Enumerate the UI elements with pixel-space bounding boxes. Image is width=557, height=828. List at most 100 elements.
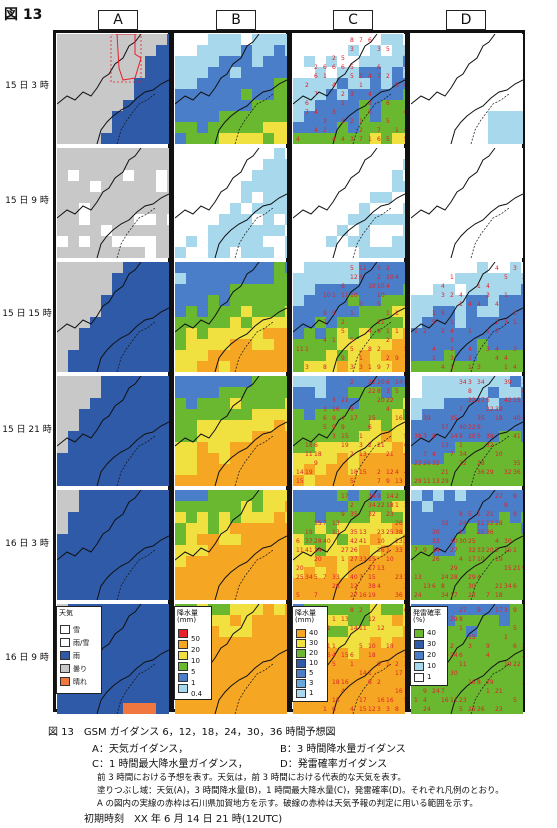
svg-text:3: 3 bbox=[513, 310, 517, 317]
svg-text:4: 4 bbox=[504, 355, 508, 362]
svg-text:3: 3 bbox=[323, 406, 327, 413]
svg-text:4: 4 bbox=[332, 82, 336, 89]
svg-text:3: 3 bbox=[359, 301, 363, 308]
svg-text:2: 2 bbox=[395, 661, 399, 668]
svg-text:13: 13 bbox=[441, 442, 449, 449]
svg-text:1: 1 bbox=[323, 73, 327, 80]
svg-text:18: 18 bbox=[314, 451, 322, 458]
legend-d-swatch-0 bbox=[414, 629, 424, 638]
svg-text:13: 13 bbox=[414, 574, 422, 581]
svg-text:7: 7 bbox=[359, 574, 363, 581]
svg-text:3: 3 bbox=[332, 397, 336, 404]
svg-text:15: 15 bbox=[368, 556, 376, 563]
svg-text:4: 4 bbox=[495, 265, 499, 272]
svg-text:38: 38 bbox=[395, 529, 403, 536]
caption-line-2b: B：3 時間降水量ガイダンス bbox=[280, 744, 406, 755]
map-panel-b-4 bbox=[175, 490, 287, 600]
svg-text:5: 5 bbox=[377, 265, 381, 272]
svg-text:7: 7 bbox=[323, 520, 327, 527]
svg-text:1: 1 bbox=[341, 118, 345, 125]
svg-text:4: 4 bbox=[468, 301, 472, 308]
svg-text:1: 1 bbox=[395, 310, 399, 317]
svg-text:7: 7 bbox=[486, 592, 490, 599]
svg-text:13: 13 bbox=[432, 478, 440, 485]
svg-text:28: 28 bbox=[314, 538, 322, 545]
svg-text:9: 9 bbox=[377, 328, 381, 335]
svg-text:5: 5 bbox=[404, 433, 405, 440]
svg-text:5: 5 bbox=[341, 328, 345, 335]
svg-text:1: 1 bbox=[450, 364, 454, 371]
svg-text:7: 7 bbox=[359, 37, 363, 44]
svg-text:8: 8 bbox=[350, 607, 354, 614]
legend-a-label-4: 晴れ bbox=[73, 678, 87, 686]
caption-note-3: A の図内の実線の赤枠は石川県加賀地方を示す。破線の赤枠は天気予報の判定に用いる… bbox=[97, 799, 478, 809]
svg-text:8: 8 bbox=[368, 679, 372, 686]
svg-text:4: 4 bbox=[459, 292, 463, 299]
column-header-c: C bbox=[333, 10, 373, 30]
svg-text:27: 27 bbox=[459, 607, 467, 614]
legend-c-label-5: 3 bbox=[309, 679, 314, 687]
svg-text:3: 3 bbox=[350, 91, 354, 98]
svg-text:22: 22 bbox=[513, 661, 521, 668]
map-panel-d-4: 2793498512183224121228201203633331030254… bbox=[411, 490, 523, 600]
svg-text:20: 20 bbox=[477, 529, 485, 536]
svg-text:34: 34 bbox=[368, 502, 376, 509]
svg-text:21: 21 bbox=[441, 469, 449, 476]
svg-text:37: 37 bbox=[441, 424, 449, 431]
svg-text:1: 1 bbox=[513, 319, 517, 326]
svg-text:5: 5 bbox=[386, 118, 390, 125]
svg-text:18: 18 bbox=[495, 415, 503, 422]
svg-text:17: 17 bbox=[341, 493, 349, 500]
svg-text:23: 23 bbox=[468, 592, 476, 599]
svg-text:3: 3 bbox=[404, 661, 405, 668]
map-panel-b-0 bbox=[175, 34, 287, 144]
svg-text:6: 6 bbox=[323, 64, 327, 71]
svg-text:22: 22 bbox=[414, 460, 422, 467]
legend-a-title: 天気 bbox=[59, 609, 73, 617]
svg-text:32: 32 bbox=[486, 442, 494, 449]
svg-text:4: 4 bbox=[395, 274, 399, 281]
svg-text:5: 5 bbox=[332, 661, 336, 668]
svg-text:25: 25 bbox=[468, 538, 476, 545]
svg-text:1: 1 bbox=[414, 328, 418, 335]
svg-text:13: 13 bbox=[404, 643, 405, 650]
svg-text:42: 42 bbox=[350, 538, 358, 545]
legend-a-label-3: 曇り bbox=[73, 665, 87, 673]
svg-text:3: 3 bbox=[450, 337, 454, 344]
svg-text:33: 33 bbox=[332, 574, 340, 581]
svg-text:6: 6 bbox=[323, 415, 327, 422]
svg-text:27: 27 bbox=[350, 592, 358, 599]
svg-text:29: 29 bbox=[486, 469, 494, 476]
svg-text:3: 3 bbox=[386, 388, 390, 395]
svg-text:36: 36 bbox=[486, 529, 494, 536]
svg-text:6: 6 bbox=[432, 583, 436, 590]
svg-text:3: 3 bbox=[450, 355, 454, 362]
legend-b-label-4: 1 bbox=[191, 679, 196, 687]
svg-text:1: 1 bbox=[386, 547, 390, 554]
legend-b-swatch-0 bbox=[178, 629, 188, 638]
svg-text:1: 1 bbox=[459, 301, 463, 308]
svg-text:1: 1 bbox=[386, 328, 390, 335]
svg-text:8: 8 bbox=[468, 388, 472, 395]
svg-text:8: 8 bbox=[350, 37, 354, 44]
svg-text:7: 7 bbox=[377, 127, 381, 134]
svg-text:15: 15 bbox=[368, 415, 376, 422]
svg-text:19: 19 bbox=[305, 529, 313, 536]
svg-text:10: 10 bbox=[386, 556, 394, 563]
legend-a-label-1: 雨/雪 bbox=[73, 639, 90, 647]
svg-text:4: 4 bbox=[495, 538, 499, 545]
svg-text:9: 9 bbox=[377, 364, 381, 371]
svg-text:3: 3 bbox=[350, 136, 354, 143]
svg-text:11: 11 bbox=[423, 478, 431, 485]
map-panel-c-1 bbox=[293, 148, 405, 258]
svg-text:11: 11 bbox=[305, 451, 313, 458]
svg-text:14: 14 bbox=[350, 625, 358, 632]
map-panel-a-1 bbox=[57, 148, 169, 258]
svg-text:3: 3 bbox=[386, 706, 390, 713]
legend-c-label-6: 1 bbox=[309, 689, 314, 697]
svg-text:16: 16 bbox=[395, 415, 403, 422]
legend-c-label-2: 20 bbox=[309, 649, 318, 657]
svg-text:5: 5 bbox=[323, 424, 327, 431]
svg-text:22: 22 bbox=[368, 379, 376, 386]
svg-text:18: 18 bbox=[386, 643, 394, 650]
